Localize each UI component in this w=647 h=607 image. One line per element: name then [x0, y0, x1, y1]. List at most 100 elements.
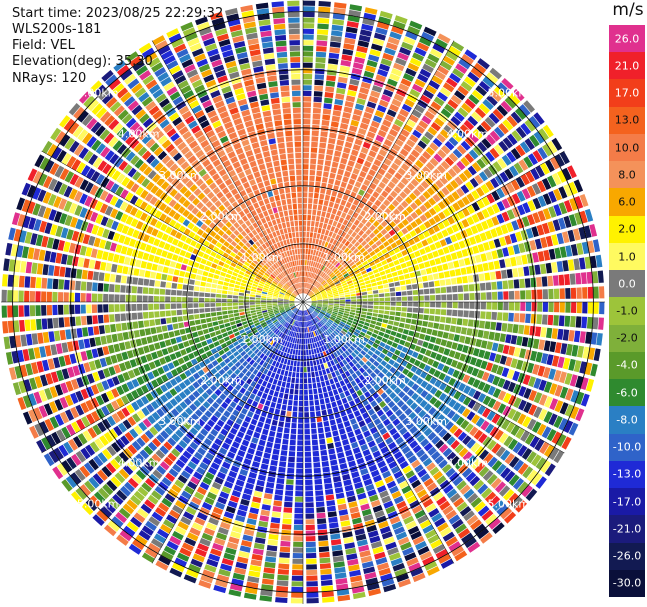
velocity-gate [429, 376, 437, 385]
velocity-gate [447, 302, 453, 308]
velocity-gate [318, 334, 323, 341]
velocity-gate [581, 241, 589, 254]
velocity-gate [502, 392, 512, 404]
velocity-gate [320, 339, 325, 346]
velocity-gate [289, 300, 295, 302]
velocity-gate [202, 476, 212, 486]
velocity-gate [352, 447, 361, 454]
velocity-gate [292, 331, 295, 338]
velocity-gate [12, 382, 22, 396]
velocity-gate [233, 351, 240, 357]
velocity-gate [414, 226, 422, 235]
velocity-gate [176, 552, 190, 562]
velocity-gate [321, 211, 326, 217]
velocity-gate [230, 531, 241, 539]
velocity-gate [415, 124, 426, 134]
velocity-gate [305, 271, 308, 277]
velocity-gate [367, 208, 375, 216]
velocity-gate [208, 327, 215, 333]
velocity-gate [76, 328, 83, 338]
velocity-gate [323, 103, 332, 110]
velocity-gate [421, 31, 435, 42]
velocity-gate [495, 226, 503, 236]
velocity-gate [497, 390, 507, 401]
velocity-gate [463, 510, 475, 522]
velocity-gate [428, 367, 436, 375]
velocity-gate [187, 417, 196, 426]
velocity-gate [158, 481, 169, 492]
velocity-gate [553, 315, 559, 326]
velocity-gate [316, 233, 321, 239]
velocity-gate [554, 247, 562, 259]
velocity-gate [271, 334, 277, 339]
velocity-gate [389, 383, 398, 391]
velocity-gate [22, 411, 33, 425]
velocity-gate [328, 328, 333, 333]
velocity-gate [260, 509, 270, 517]
velocity-gate [373, 360, 380, 367]
velocity-gate [308, 308, 313, 313]
velocity-gate [449, 424, 459, 434]
velocity-gate [28, 217, 37, 230]
velocity-gate [428, 217, 437, 226]
velocity-gate [361, 117, 371, 125]
velocity-gate [286, 309, 291, 313]
velocity-gate [124, 481, 135, 493]
velocity-gate [327, 143, 335, 150]
velocity-gate [312, 273, 316, 279]
velocity-gate [543, 340, 551, 352]
velocity-gate [423, 26, 437, 37]
velocity-gate [300, 355, 303, 361]
velocity-gate [61, 253, 68, 265]
velocity-gate [468, 94, 480, 105]
velocity-gate [214, 388, 222, 397]
velocity-gate [167, 452, 177, 462]
velocity-gate [106, 415, 116, 427]
velocity-gate [413, 296, 419, 301]
velocity-gate [384, 207, 392, 216]
velocity-gate [489, 426, 499, 438]
velocity-gate [333, 308, 339, 311]
velocity-gate [558, 274, 565, 286]
velocity-gate [303, 175, 309, 181]
velocity-gate [11, 350, 19, 364]
velocity-gate [533, 406, 543, 419]
velocity-gate [470, 497, 482, 508]
velocity-gate [492, 522, 505, 534]
velocity-gate [396, 475, 406, 484]
velocity-gate [434, 424, 444, 434]
velocity-gate [329, 172, 336, 179]
velocity-gate [293, 530, 303, 536]
velocity-gate [418, 262, 425, 270]
velocity-gate [530, 314, 537, 324]
velocity-gate [414, 406, 423, 415]
velocity-gate [477, 393, 487, 403]
velocity-gate [312, 279, 316, 285]
velocity-gate [438, 459, 449, 469]
velocity-gate [307, 309, 312, 314]
velocity-gate [335, 234, 341, 241]
velocity-gate [282, 376, 288, 382]
velocity-gate [178, 391, 187, 400]
velocity-gate [117, 422, 128, 433]
velocity-gate [263, 348, 268, 355]
velocity-gate [442, 263, 449, 271]
velocity-gate [359, 394, 366, 402]
velocity-gate [507, 381, 516, 393]
velocity-gate [220, 563, 233, 572]
velocity-gate [120, 313, 127, 322]
velocity-gate [180, 264, 187, 271]
velocity-gate [386, 480, 397, 489]
velocity-gate [294, 320, 297, 326]
velocity-gate [295, 491, 303, 497]
velocity-gate [343, 444, 351, 451]
velocity-gate [394, 387, 402, 395]
velocity-gate [510, 256, 517, 267]
velocity-gate [565, 288, 571, 299]
velocity-gate [409, 440, 419, 449]
velocity-gate [229, 414, 237, 422]
velocity-gate [190, 456, 200, 465]
velocity-gate [135, 398, 145, 408]
velocity-gate [259, 359, 265, 366]
velocity-gate [471, 190, 480, 200]
